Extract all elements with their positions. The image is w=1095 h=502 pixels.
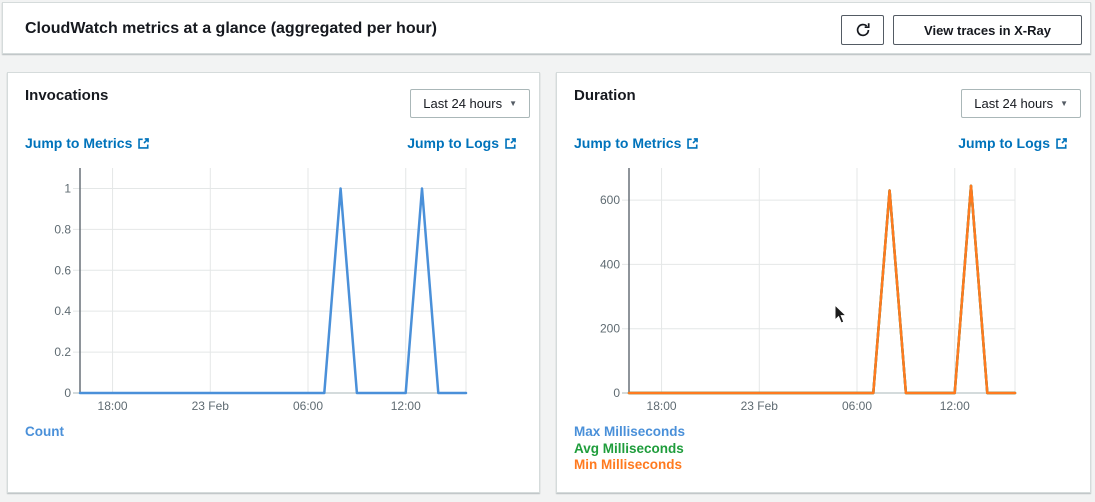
view-traces-xray-button[interactable]: View traces in X-Ray (893, 15, 1082, 45)
refresh-button[interactable] (841, 15, 884, 45)
duration-panel: Duration Last 24 hours ▼ Jump to Metrics… (556, 72, 1091, 493)
svg-text:18:00: 18:00 (647, 399, 677, 413)
svg-text:12:00: 12:00 (391, 399, 421, 413)
refresh-icon (855, 22, 871, 38)
external-link-icon (137, 137, 150, 150)
jump-to-logs-label: Jump to Logs (407, 135, 499, 151)
svg-text:0.8: 0.8 (54, 222, 71, 236)
jump-to-metrics-label: Jump to Metrics (25, 135, 133, 151)
invocations-jump-to-logs-link[interactable]: Jump to Logs (407, 135, 517, 151)
legend-count: Count (25, 424, 64, 439)
external-link-icon (686, 137, 699, 150)
duration-time-range-dropdown[interactable]: Last 24 hours ▼ (961, 89, 1081, 118)
svg-text:18:00: 18:00 (98, 399, 128, 413)
invocations-legend: Count (25, 424, 64, 441)
header-bar: CloudWatch metrics at a glance (aggregat… (2, 2, 1091, 54)
svg-text:0: 0 (64, 386, 71, 400)
svg-text:0.2: 0.2 (54, 345, 71, 359)
invocations-panel-title: Invocations (25, 87, 109, 104)
invocations-time-range-dropdown[interactable]: Last 24 hours ▼ (410, 89, 530, 118)
svg-text:200: 200 (600, 322, 620, 336)
time-range-label: Last 24 hours (974, 96, 1054, 111)
time-range-label: Last 24 hours (423, 96, 503, 111)
duration-legend: Max Milliseconds Avg Milliseconds Min Mi… (574, 424, 685, 474)
svg-text:06:00: 06:00 (293, 399, 323, 413)
legend-avg-milliseconds: Avg Milliseconds (574, 440, 684, 456)
invocations-jump-to-metrics-link[interactable]: Jump to Metrics (25, 135, 150, 151)
page-title: CloudWatch metrics at a glance (aggregat… (25, 20, 437, 37)
svg-text:23 Feb: 23 Feb (192, 399, 230, 413)
duration-panel-title: Duration (574, 87, 636, 104)
invocations-panel: Invocations Last 24 hours ▼ Jump to Metr… (7, 72, 540, 493)
svg-text:23 Feb: 23 Feb (741, 399, 779, 413)
header-buttons: View traces in X-Ray (841, 15, 1082, 45)
invocations-chart: 0 0.2 0.4 0.6 0.8 1 18:00 23 Feb 06:00 12:00 (54, 168, 468, 413)
chevron-down-icon: ▼ (509, 98, 517, 108)
mouse-cursor (834, 304, 848, 324)
svg-text:400: 400 (600, 257, 620, 271)
legend-max-milliseconds: Max Milliseconds (574, 424, 686, 439)
svg-text:06:00: 06:00 (842, 399, 872, 413)
external-link-icon (1055, 137, 1068, 150)
duration-jump-to-metrics-link[interactable]: Jump to Metrics (574, 135, 699, 151)
svg-text:1: 1 (64, 181, 71, 195)
svg-text:0: 0 (613, 386, 620, 400)
duration-jump-to-logs-link[interactable]: Jump to Logs (958, 135, 1068, 151)
svg-text:600: 600 (600, 193, 620, 207)
external-link-icon (504, 137, 517, 150)
svg-text:0.4: 0.4 (54, 304, 71, 318)
duration-chart: 0 200 400 600 18:00 23 Feb 06:00 12:00 (600, 168, 1017, 413)
svg-text:12:00: 12:00 (940, 399, 970, 413)
chevron-down-icon: ▼ (1060, 98, 1068, 108)
jump-to-logs-label: Jump to Logs (958, 135, 1050, 151)
jump-to-metrics-label: Jump to Metrics (574, 135, 682, 151)
legend-min-milliseconds: Min Milliseconds (574, 457, 683, 472)
svg-text:0.6: 0.6 (54, 263, 71, 277)
